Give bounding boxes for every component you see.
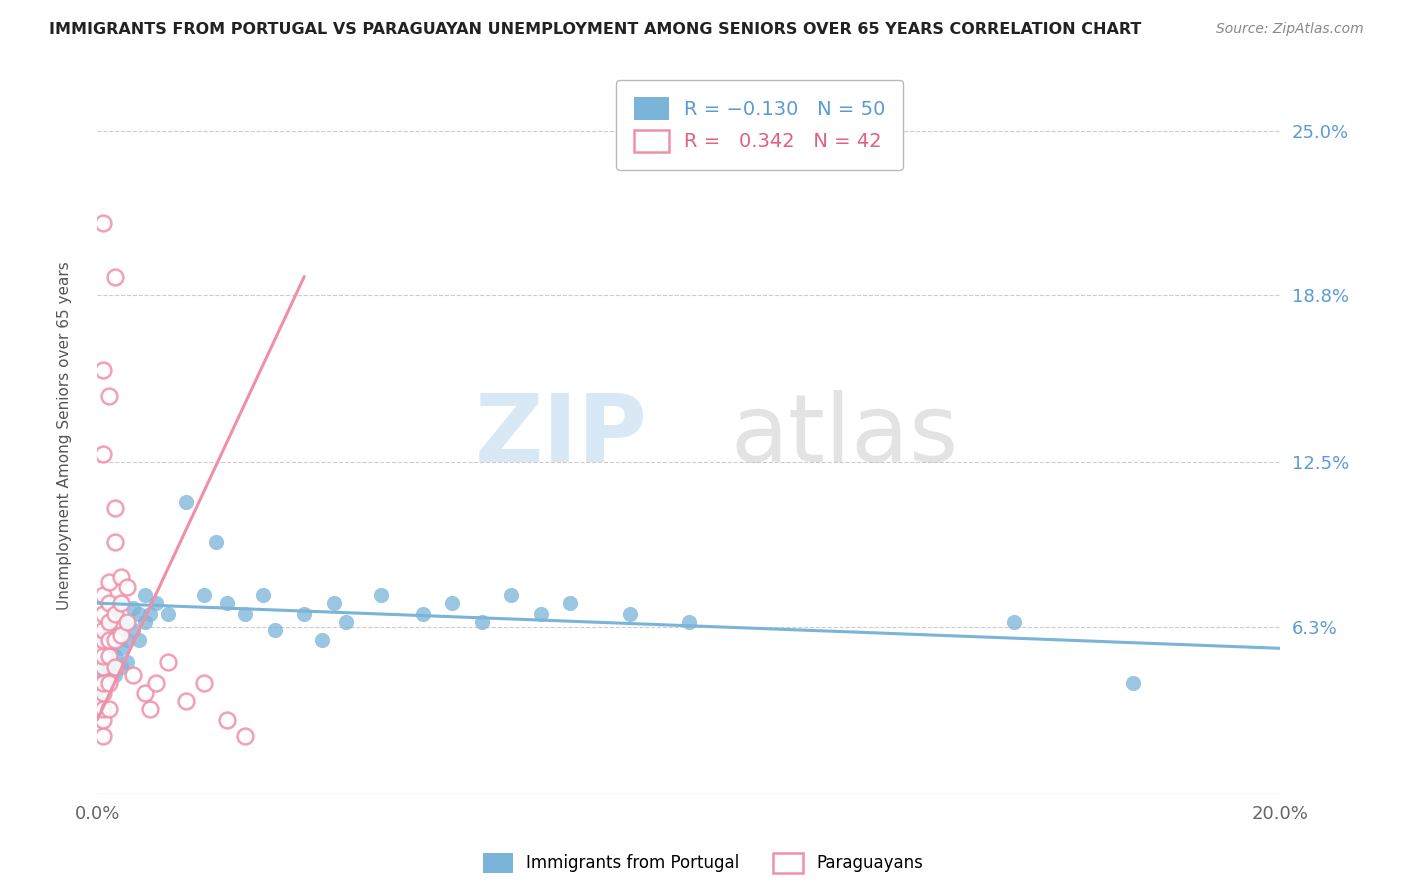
Point (1002, 615, 1025, 629)
Point (104, 500, 127, 515)
Point (91, 676, 114, 690)
Point (91, 217, 114, 231)
Point (98, 702, 121, 716)
Point (104, 269, 127, 284)
Text: IMMIGRANTS FROM PORTUGAL VS PARAGUAYAN UNEMPLOYMENT AMONG SENIORS OVER 65 YEARS : IMMIGRANTS FROM PORTUGAL VS PARAGUAYAN U… (49, 22, 1142, 37)
Point (110, 641, 132, 656)
Point (233, 607, 256, 621)
Point (1122, 676, 1144, 690)
Point (121, 668, 143, 682)
Point (322, 596, 344, 610)
Point (91, 448, 114, 462)
Point (157, 607, 180, 621)
Point (292, 607, 315, 621)
Text: Source: ZipAtlas.com: Source: ZipAtlas.com (1216, 22, 1364, 37)
Point (98, 649, 121, 664)
Point (134, 615, 156, 629)
Point (104, 607, 127, 621)
Point (204, 535, 226, 549)
Point (91, 588, 114, 602)
Point (115, 615, 138, 629)
Point (145, 596, 167, 610)
Point (174, 694, 197, 708)
Legend: Immigrants from Portugal, Paraguayans: Immigrants from Portugal, Paraguayans (477, 847, 929, 880)
Point (91, 633, 114, 648)
Point (110, 628, 132, 642)
Point (91, 362, 114, 376)
Point (121, 601, 143, 615)
Point (98, 623, 121, 637)
Point (139, 702, 162, 716)
Point (110, 628, 132, 642)
Point (91, 702, 114, 716)
Point (104, 660, 127, 674)
Point (91, 623, 114, 637)
Point (311, 633, 333, 648)
Point (91, 668, 114, 682)
Point (217, 713, 239, 727)
Point (110, 660, 132, 674)
Point (104, 668, 127, 682)
Point (98, 676, 121, 690)
Point (121, 623, 143, 637)
Point (91, 633, 114, 648)
Point (91, 649, 114, 664)
Point (619, 607, 641, 621)
Point (98, 389, 121, 403)
Point (91, 729, 114, 743)
Point (115, 655, 138, 669)
Point (98, 633, 121, 648)
Point (412, 607, 434, 621)
Point (104, 607, 127, 621)
Point (193, 588, 215, 602)
Point (104, 649, 127, 664)
Point (139, 607, 162, 621)
Point (104, 633, 127, 648)
Point (145, 676, 167, 690)
Point (134, 588, 156, 602)
Point (98, 574, 121, 589)
Point (91, 607, 114, 621)
Point (91, 686, 114, 700)
Point (98, 615, 121, 629)
Point (98, 641, 121, 656)
Point (157, 655, 180, 669)
Text: atlas: atlas (730, 390, 959, 482)
Point (91, 686, 114, 700)
Point (252, 588, 274, 602)
Point (104, 633, 127, 648)
Point (217, 596, 239, 610)
Point (115, 615, 138, 629)
Point (110, 596, 132, 610)
Text: ZIP: ZIP (475, 390, 647, 482)
Point (110, 596, 132, 610)
Legend: R = −0.130   N = 50, R =   0.342   N = 42: R = −0.130 N = 50, R = 0.342 N = 42 (616, 80, 903, 169)
Point (501, 588, 523, 602)
Point (193, 676, 215, 690)
Point (134, 686, 156, 700)
Point (91, 660, 114, 674)
Point (128, 633, 150, 648)
Point (98, 596, 121, 610)
Point (678, 615, 700, 629)
Point (441, 596, 464, 610)
Y-axis label: Unemployment Among Seniors over 65 years: Unemployment Among Seniors over 65 years (58, 261, 72, 610)
Point (128, 607, 150, 621)
Point (560, 596, 582, 610)
Point (335, 615, 357, 629)
Point (471, 615, 494, 629)
Point (233, 729, 256, 743)
Point (98, 676, 121, 690)
Point (110, 569, 132, 583)
Point (98, 660, 121, 674)
Point (104, 535, 127, 549)
Point (263, 623, 285, 637)
Point (370, 588, 392, 602)
Point (91, 713, 114, 727)
Point (174, 495, 197, 509)
Point (91, 655, 114, 669)
Point (530, 607, 553, 621)
Point (115, 580, 138, 594)
Point (115, 633, 138, 648)
